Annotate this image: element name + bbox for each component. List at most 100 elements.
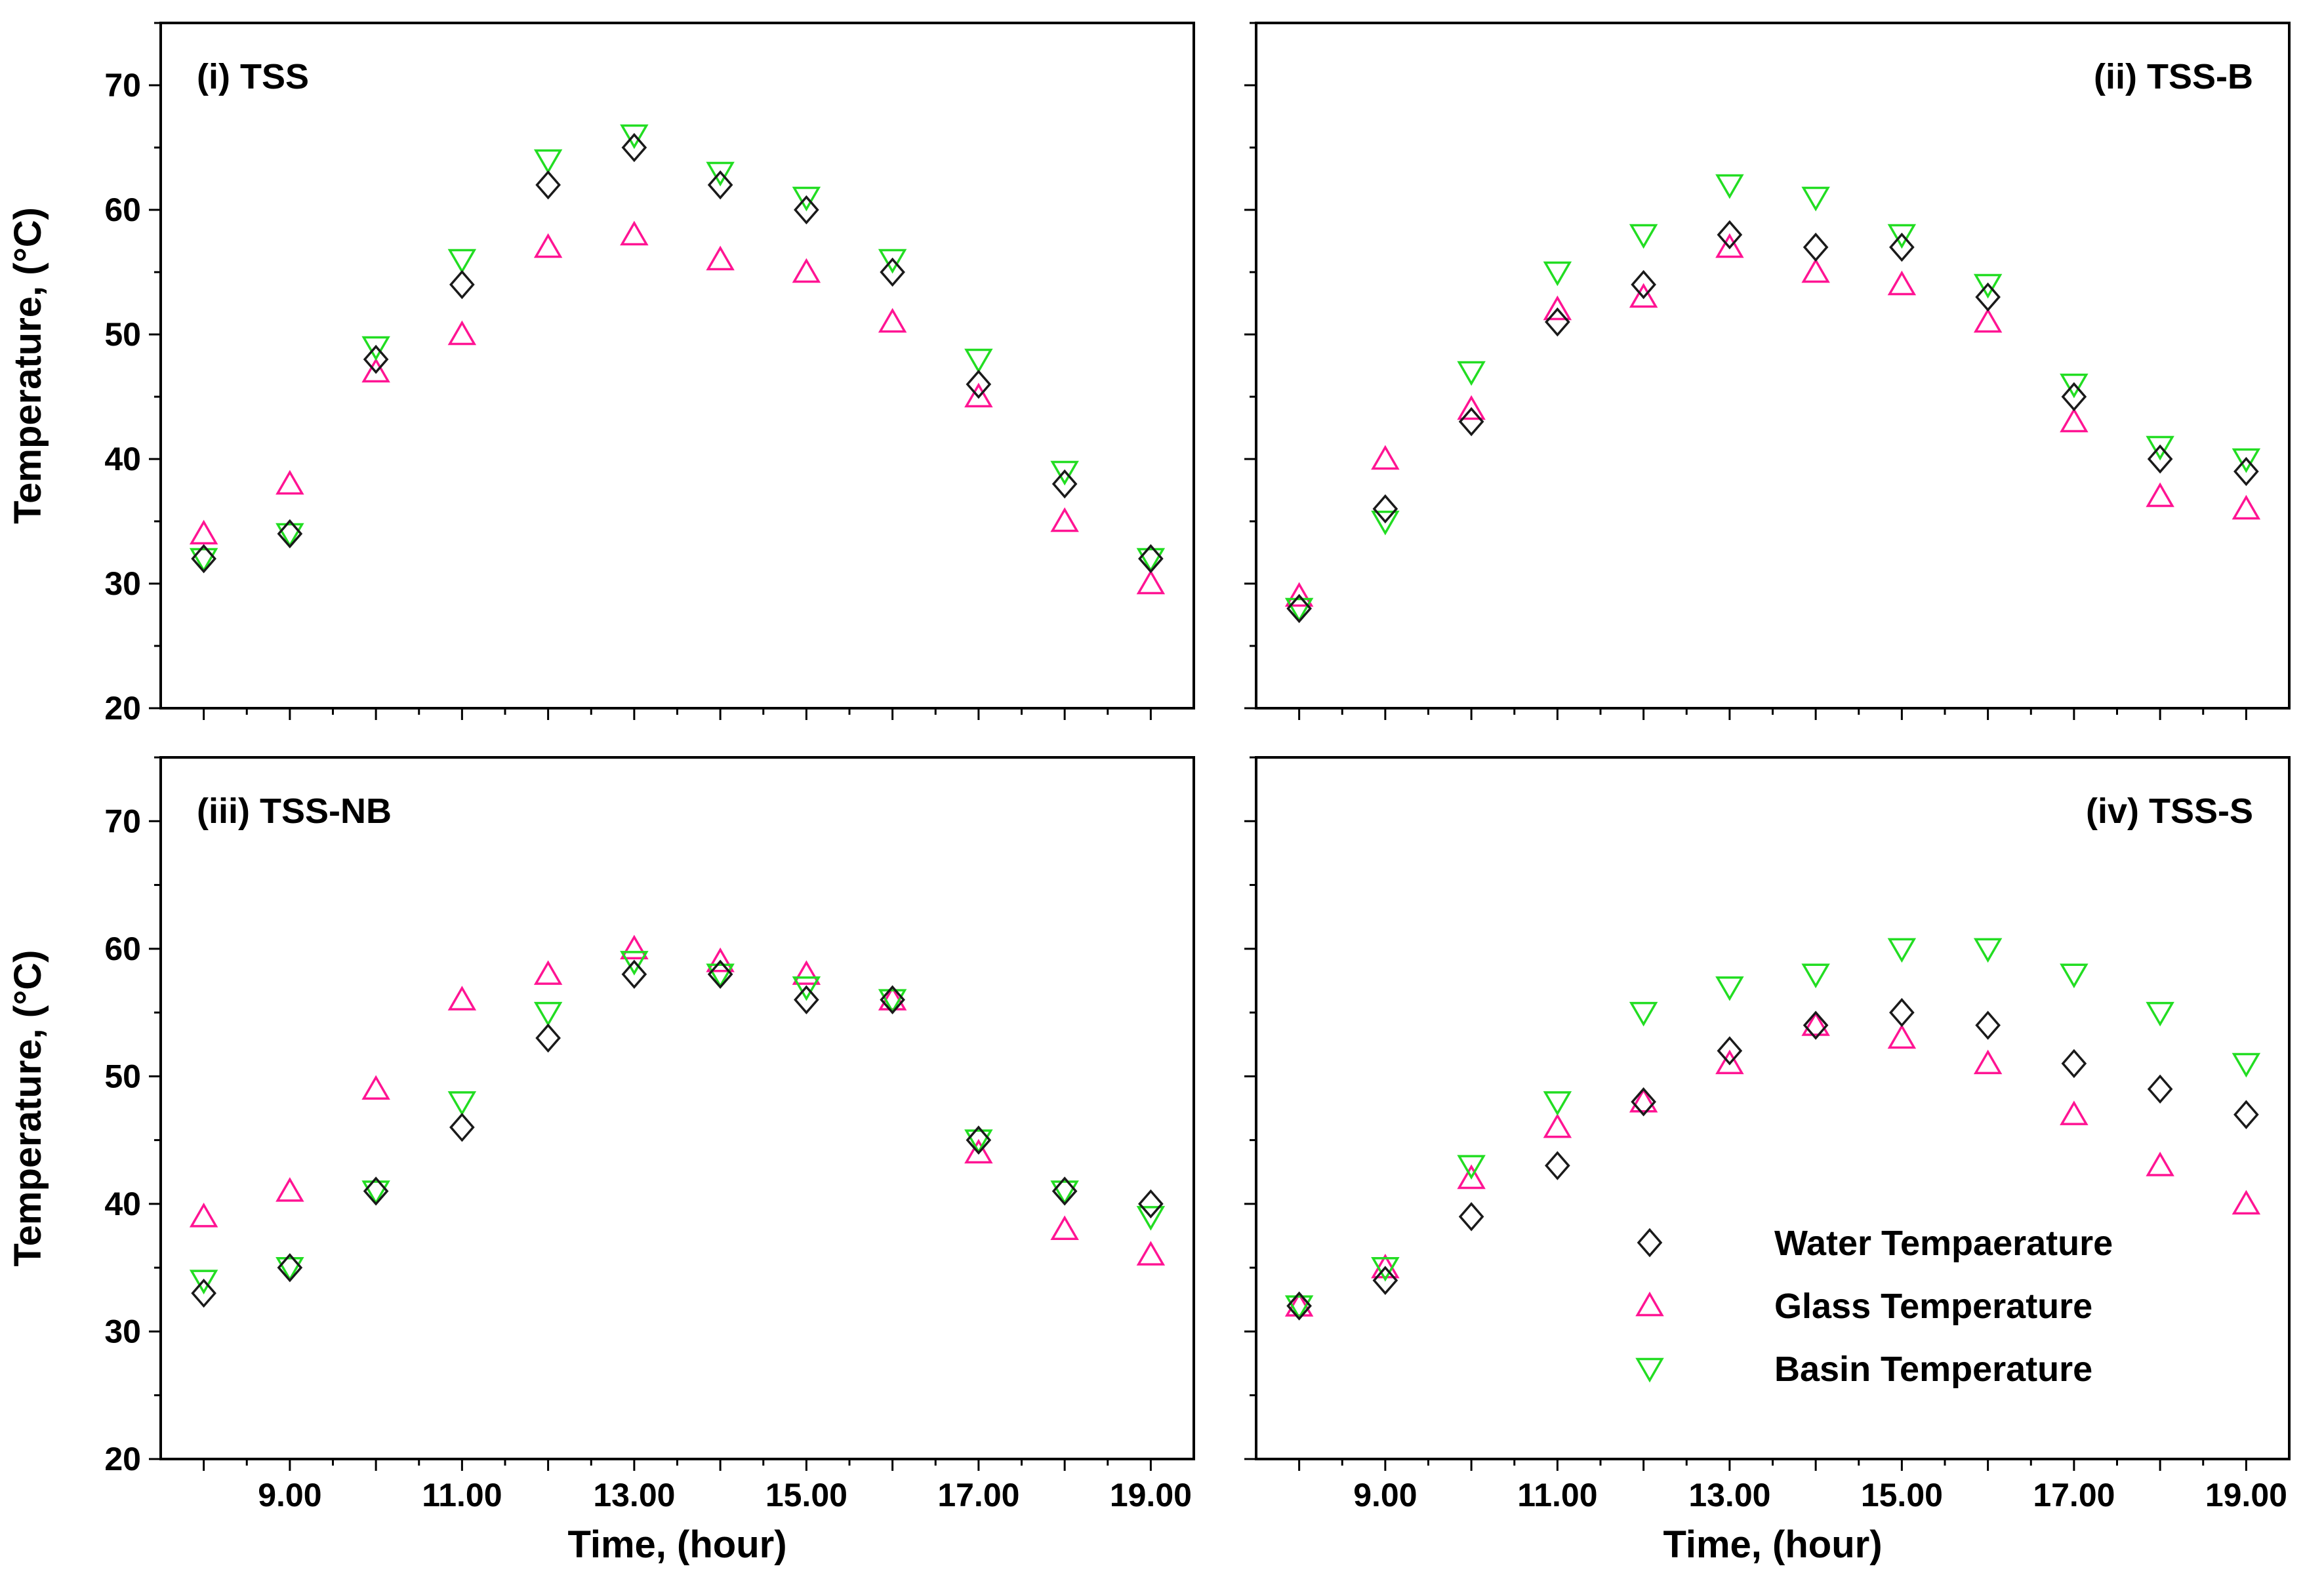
data-point-water (535, 1023, 561, 1053)
data-point-glass (447, 320, 477, 346)
data-point-basin (1284, 597, 1314, 623)
y-tick-label: 60 (104, 191, 141, 228)
data-point-basin (361, 336, 390, 361)
data-point-water (621, 132, 647, 163)
data-point-basin (1629, 224, 1658, 249)
data-point-basin (2232, 448, 2261, 473)
data-point-glass (533, 960, 563, 985)
data-point-glass (2232, 494, 2261, 520)
data-point-basin (1371, 1256, 1400, 1282)
data-point-water (2147, 444, 2173, 474)
x-tick-label: 15.00 (1861, 1477, 1943, 1513)
data-point-glass (1715, 233, 1744, 258)
data-point-glass (1543, 1113, 1572, 1138)
legend-marker-glass (1635, 1291, 1664, 1317)
legend-label-water: Water Tempaerature (1774, 1224, 2113, 1263)
data-point-basin (533, 149, 563, 174)
data-point-water (1889, 232, 1915, 262)
y-axis-title: Temperature, (°C) (7, 207, 49, 524)
data-point-water (707, 959, 733, 989)
y-tick-label: 50 (104, 316, 141, 353)
data-point-basin (1629, 1001, 1658, 1027)
data-point-glass (189, 1203, 218, 1228)
data-point-basin (189, 548, 218, 573)
data-point-glass (275, 470, 304, 495)
y-tick-label: 50 (104, 1058, 141, 1094)
data-point-water (277, 1252, 303, 1283)
data-point-glass (361, 1075, 390, 1100)
data-point-glass (2146, 482, 2174, 508)
legend-label-basin: Basin Temperature (1774, 1350, 2092, 1389)
data-point-water (1717, 1036, 1743, 1066)
data-point-glass (706, 245, 735, 271)
data-point-basin (878, 989, 907, 1014)
data-point-water (449, 1112, 475, 1142)
data-point-basin (2060, 963, 2089, 989)
data-point-water (1372, 1266, 1398, 1295)
x-tick-label: 11.00 (422, 1477, 502, 1513)
data-point-glass (2060, 1100, 2089, 1125)
x-axis-title: Time, (hour) (567, 1523, 786, 1566)
data-point-water (363, 344, 389, 374)
data-point-water (1975, 282, 2001, 312)
data-point-glass (706, 947, 735, 972)
data-point-basin (447, 249, 477, 274)
data-point-basin (361, 1180, 390, 1205)
data-point-glass (1629, 1087, 1658, 1113)
data-point-glass (1284, 582, 1314, 607)
data-point-water (880, 257, 905, 287)
data-point-basin (1050, 460, 1079, 486)
data-point-basin (1801, 963, 1830, 989)
data-point-glass (1136, 569, 1166, 595)
data-point-basin (1973, 273, 2003, 299)
data-point-basin (706, 963, 735, 989)
data-point-water (1458, 407, 1484, 437)
data-point-water (2061, 1049, 2087, 1079)
data-point-glass (447, 986, 477, 1011)
data-point-water (449, 270, 475, 300)
x-tick-label: 13.00 (1688, 1477, 1770, 1513)
data-point-water (1975, 1011, 2001, 1040)
data-point-glass (1050, 507, 1079, 532)
legend-marker-water (1637, 1228, 1663, 1258)
data-point-glass (1629, 283, 1658, 308)
data-point-water (794, 985, 819, 1014)
data-point-basin (792, 976, 821, 1001)
data-point-basin (1136, 548, 1166, 573)
data-point-water (1458, 1202, 1484, 1231)
data-point-water (1138, 544, 1164, 574)
x-tick-label: 9.00 (1353, 1477, 1417, 1513)
data-point-basin (1543, 261, 1572, 287)
data-point-glass (878, 308, 907, 333)
chart-panel-4: 9.00 11.00 13.00 15.00 17.00 19.00 Time, (hour… (1244, 756, 2291, 1566)
data-point-basin (447, 1091, 477, 1116)
data-point-basin (792, 186, 821, 212)
data-point-glass (1050, 1215, 1079, 1241)
data-point-glass (964, 382, 993, 408)
y-tick-label: 30 (104, 565, 141, 602)
data-point-basin (2146, 1001, 2174, 1027)
data-point-water (966, 369, 992, 399)
data-point-glass (1973, 1049, 2003, 1075)
y-tick-label: 60 (104, 931, 141, 967)
data-point-water (880, 985, 905, 1014)
data-point-water (1051, 1176, 1078, 1206)
x-tick-label: 13.00 (593, 1477, 675, 1513)
legend-marker-basin (1635, 1357, 1664, 1383)
data-point-water (1717, 220, 1743, 250)
data-point-glass (1801, 258, 1830, 283)
data-point-water (277, 519, 303, 549)
data-point-basin (964, 1129, 993, 1154)
x-axis-title: Time, (hour) (1663, 1523, 1882, 1566)
data-point-water (1286, 593, 1312, 624)
data-point-glass (1801, 1011, 1830, 1036)
data-point-glass (533, 233, 563, 258)
data-point-water (1286, 1291, 1312, 1321)
y-tick-label: 20 (104, 690, 141, 727)
x-tick-label: 17.00 (2033, 1477, 2115, 1513)
data-point-water (1631, 1087, 1656, 1117)
data-point-basin (706, 161, 735, 187)
y-axis-title: Temperature, (°C) (7, 950, 49, 1267)
y-tick-label: 70 (104, 67, 141, 104)
x-tick-label: 19.00 (2205, 1477, 2287, 1513)
